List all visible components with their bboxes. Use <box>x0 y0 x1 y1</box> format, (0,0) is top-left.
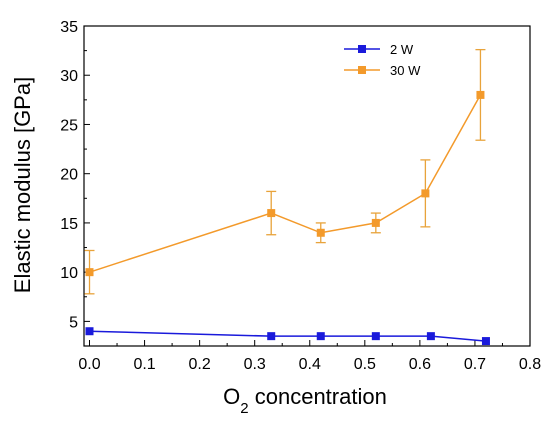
data-point <box>267 332 276 341</box>
x-axis-title-rest: concentration <box>249 384 387 409</box>
data-point <box>371 332 380 341</box>
series-1 <box>84 48 486 295</box>
data-point <box>316 228 325 237</box>
series-line <box>89 94 482 273</box>
legend-label: 2 W <box>390 42 414 57</box>
axis-ticks: 0.0 0.1 0.2 0.3 0.4 0.5 0.6 0.7 0.8 5 10 15 20 25 30 35 <box>60 19 541 373</box>
y-tick-label: 15 <box>60 216 78 233</box>
y-tick-label: 25 <box>60 117 78 134</box>
data-point <box>371 218 380 227</box>
data-point <box>426 332 435 341</box>
data-point <box>481 337 490 346</box>
x-tick-label: 0.5 <box>354 356 376 373</box>
data-series <box>84 48 490 346</box>
series-0 <box>85 327 490 346</box>
data-point <box>476 90 485 99</box>
legend-marker <box>358 66 366 74</box>
x-axis-title-main: O <box>223 384 240 409</box>
x-tick-label: 0.2 <box>189 356 211 373</box>
x-tick-label: 0.1 <box>133 356 155 373</box>
x-tick-label: 0.3 <box>244 356 266 373</box>
x-axis-title-subscript: 2 <box>240 400 248 417</box>
x-tick-label: 0.7 <box>464 356 486 373</box>
series-line <box>89 330 487 342</box>
data-point <box>85 268 94 277</box>
x-tick-label: 0.8 <box>519 356 541 373</box>
legend-marker <box>358 45 366 53</box>
x-axis-title: O2 concentration <box>223 384 387 417</box>
data-point <box>316 332 325 341</box>
data-point <box>267 209 276 218</box>
x-tick-label: 0.6 <box>409 356 431 373</box>
y-tick-label: 5 <box>69 314 78 331</box>
y-tick-label: 35 <box>60 19 78 36</box>
plot-area <box>83 25 531 347</box>
data-point <box>85 327 94 336</box>
legend-label: 30 W <box>390 63 421 78</box>
plot-frame <box>83 25 531 347</box>
legend: 2 W 30 W <box>344 42 421 78</box>
x-tick-label: 0.0 <box>78 356 100 373</box>
data-point <box>421 189 430 198</box>
y-tick-label: 30 <box>60 68 78 85</box>
y-tick-label: 20 <box>60 167 78 184</box>
y-tick-label: 10 <box>60 265 78 282</box>
y-axis-title: Elastic modulus [GPa] <box>10 77 35 293</box>
x-tick-label: 0.4 <box>299 356 321 373</box>
